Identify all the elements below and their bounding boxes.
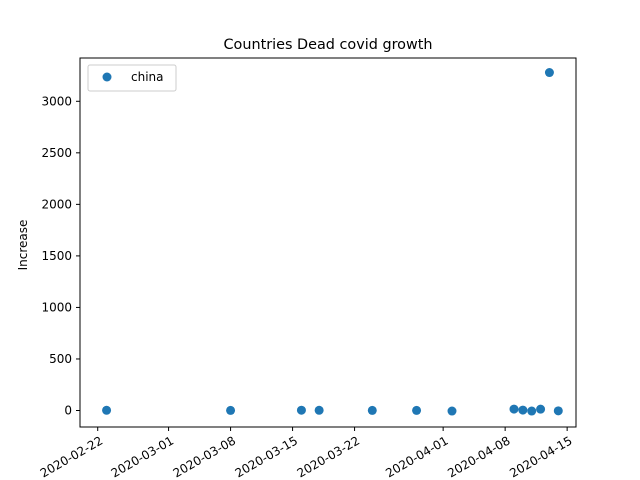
y-axis-label: Increase: [16, 220, 30, 271]
legend-label: china: [131, 70, 164, 84]
data-point: [296, 405, 306, 415]
data-point: [102, 405, 112, 415]
plot-frame: [79, 57, 577, 428]
legend-marker: [102, 72, 112, 82]
y-tick-label: 0: [64, 404, 72, 418]
legend-box: [87, 64, 177, 92]
data-point: [527, 406, 537, 416]
data-point: [544, 68, 554, 78]
data-point: [314, 405, 324, 415]
y-tick-label: 3000: [41, 94, 72, 108]
data-point: [412, 405, 422, 415]
plot-area: [102, 68, 563, 416]
chart-title: Countries Dead covid growth: [223, 37, 432, 53]
legend: china: [87, 64, 177, 92]
data-point: [553, 406, 563, 416]
y-tick-label: 500: [49, 352, 72, 366]
data-point: [226, 405, 236, 415]
data-point: [536, 404, 546, 414]
data-point: [367, 405, 377, 415]
data-point: [518, 405, 528, 415]
y-tick-label: 2000: [41, 197, 72, 211]
data-point: [447, 406, 457, 416]
y-tick-label: 1000: [41, 300, 72, 314]
data-point: [509, 404, 519, 414]
y-tick-label: 2500: [41, 146, 72, 160]
y-tick-label: 1500: [41, 249, 72, 263]
